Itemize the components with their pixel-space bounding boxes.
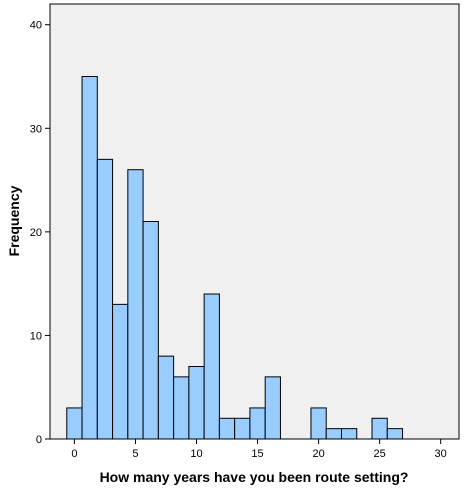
histogram-bar-7	[173, 376, 190, 440]
histogram-bar-9	[203, 293, 220, 440]
y-axis-ticks: 0 10 20 30 40	[30, 20, 50, 446]
x-tick-label: 30	[435, 448, 447, 460]
x-tick-label: 5	[132, 448, 138, 460]
histogram-bar-15	[325, 428, 342, 440]
histogram-bar-11	[234, 417, 251, 440]
histogram-bar-1	[81, 76, 98, 440]
histogram-bar-3	[112, 303, 129, 440]
x-axis-ticks: 0 5 10 15 20 25 30	[71, 439, 447, 460]
bars-group	[66, 76, 404, 440]
x-axis-title: How many years have you been route setti…	[100, 469, 409, 485]
y-tick-label: 40	[30, 20, 42, 32]
histogram-bar-12	[249, 407, 266, 440]
x-tick-label: 10	[190, 448, 202, 460]
histogram-bar-8	[188, 366, 205, 440]
histogram-bar-4	[127, 169, 144, 440]
histogram-bar-6	[157, 355, 175, 440]
histogram-bar-14	[310, 407, 327, 440]
x-tick-label: 20	[312, 448, 324, 460]
histogram-bar-17	[371, 417, 388, 440]
y-tick-label: 20	[30, 227, 42, 239]
x-tick-label: 15	[251, 448, 263, 460]
histogram-bar-0	[66, 407, 83, 440]
y-tick-label: 30	[30, 123, 42, 135]
histogram-bar-18	[386, 428, 404, 440]
histogram-bar-5	[142, 221, 159, 440]
x-tick-label: 0	[71, 448, 77, 460]
y-tick-label: 0	[36, 434, 42, 446]
x-tick-label: 25	[374, 448, 386, 460]
histogram-bar-2	[96, 158, 114, 440]
histogram-bar-13	[264, 376, 281, 440]
histogram-bar-16	[340, 428, 358, 440]
y-axis-title: Frequency	[6, 185, 22, 256]
y-tick-label: 10	[30, 330, 42, 342]
histogram-bar-10	[218, 417, 236, 440]
